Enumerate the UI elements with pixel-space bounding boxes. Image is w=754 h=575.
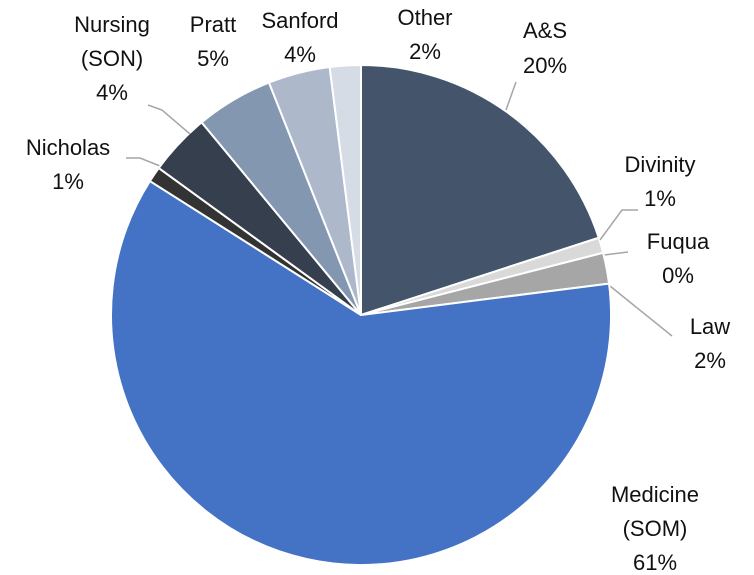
slice-value: 5% (197, 46, 229, 71)
slice-value: 1% (644, 186, 676, 211)
slice-name: Medicine (SOM) (610, 482, 700, 541)
leader-line (505, 81, 517, 111)
slice-name: Fuqua (646, 229, 710, 254)
slice-name: Other (397, 5, 453, 30)
leader-line (147, 104, 191, 135)
pie-slice (328, 63, 362, 316)
slice-name: Sanford (261, 8, 339, 33)
pie-slice (360, 63, 601, 317)
pie-slice (110, 179, 612, 566)
leader-line (599, 209, 638, 241)
slice-value: 20% (522, 53, 568, 78)
slice-name: Pratt (189, 12, 237, 37)
leader-line (126, 157, 161, 167)
slice-value: 2% (694, 348, 726, 373)
leader-line (603, 251, 629, 256)
leader-line (604, 281, 673, 337)
slice-name: A&S (522, 18, 568, 43)
slice-value: 1% (52, 169, 84, 194)
slice-value: 0% (662, 263, 694, 288)
slice-name: Nicholas (25, 135, 111, 160)
slice-value: 4% (284, 42, 316, 67)
slice-name: Divinity (624, 152, 696, 177)
slice-value: 61% (632, 550, 678, 575)
slice-value: 4% (96, 80, 128, 105)
slice-value: 2% (409, 39, 441, 64)
slice-name: Law (689, 314, 731, 339)
slice-name: Nursing (SON) (74, 12, 150, 71)
